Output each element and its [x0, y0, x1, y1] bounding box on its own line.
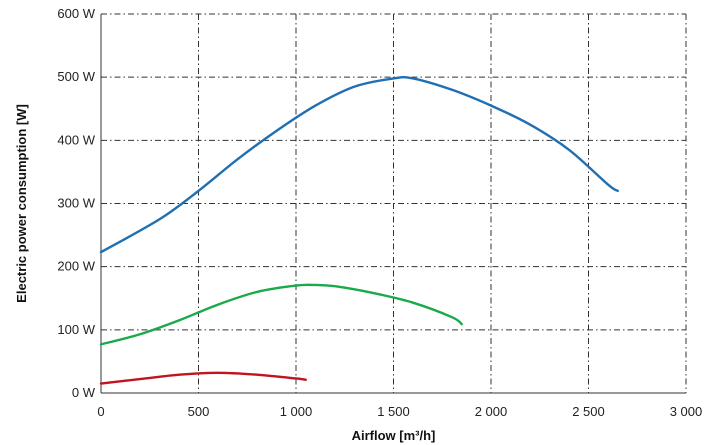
series-lines: [99, 76, 619, 385]
y-tick-label: 300 W: [57, 196, 95, 211]
x-tick-label: 0: [97, 404, 104, 419]
x-tick-label: 2 500: [572, 404, 605, 419]
x-tick-label: 2 000: [475, 404, 508, 419]
y-tick-label: 100 W: [57, 322, 95, 337]
x-axis-title: Airflow [m³/h]: [352, 428, 436, 443]
series-line-3: [99, 371, 307, 385]
y-tick-label: 400 W: [57, 132, 95, 147]
x-tick-label: 3 000: [670, 404, 703, 419]
x-tick-label: 1 000: [280, 404, 313, 419]
y-axis-title: Electric power consumption [W]: [14, 104, 29, 303]
series-line-2: [99, 283, 463, 346]
y-tick-label: 0 W: [72, 385, 96, 400]
grid: [100, 13, 687, 394]
y-tick-label: 600 W: [57, 6, 95, 21]
y-tick-labels: 0 W 100 W 200 W 300 W 400 W 500 W 600 W: [57, 6, 95, 400]
y-tick-label: 500 W: [57, 69, 95, 84]
series-line-1: [99, 76, 619, 254]
x-tick-label: 500: [188, 404, 210, 419]
y-tick-label: 200 W: [57, 259, 95, 274]
x-tick-labels: 0 500 1 000 1 500 2 000 2 500 3 000: [97, 404, 702, 419]
x-tick-label: 1 500: [377, 404, 410, 419]
